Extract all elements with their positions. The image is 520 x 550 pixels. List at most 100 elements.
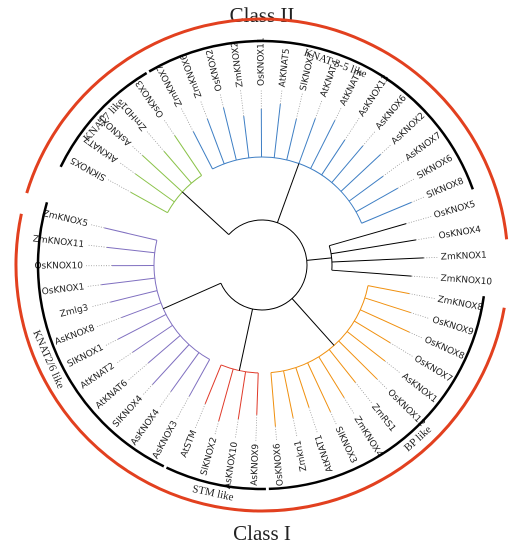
- branch: [204, 364, 222, 405]
- leader: [131, 145, 143, 156]
- leaf-label: ZmKNOX5: [42, 209, 89, 229]
- branch: [367, 285, 410, 295]
- leader: [344, 118, 360, 141]
- branch: [223, 107, 237, 161]
- leaf-label: OsKNOX5: [433, 200, 477, 221]
- branch: [348, 175, 384, 202]
- leader: [176, 395, 190, 420]
- leaf-label: OsKNOX1: [41, 282, 85, 297]
- branch: [283, 370, 294, 418]
- leader: [334, 107, 342, 121]
- leader: [410, 312, 430, 320]
- branch: [295, 367, 310, 408]
- branch: [170, 352, 200, 392]
- branch: [329, 223, 407, 247]
- branch: [331, 145, 364, 183]
- branch: [256, 372, 259, 415]
- leader: [234, 419, 239, 440]
- stem: [291, 298, 335, 346]
- stem: [306, 257, 332, 261]
- leaf-label: SlKNOX8: [425, 176, 465, 201]
- leader: [240, 90, 245, 117]
- class-label: Class II: [230, 3, 295, 27]
- leader: [362, 130, 377, 147]
- leader: [314, 99, 323, 119]
- leaf-label: OsKNOX3: [134, 78, 166, 119]
- branch: [117, 314, 167, 340]
- leader: [380, 144, 391, 155]
- branch: [331, 269, 412, 277]
- leaf-label: AtKNAT6: [94, 378, 130, 411]
- leader: [118, 161, 136, 175]
- branch: [328, 349, 356, 383]
- leader: [330, 411, 337, 425]
- branch: [192, 131, 213, 170]
- branch: [121, 302, 162, 318]
- leaf-label: SlKNOX4: [111, 394, 145, 430]
- leaf-label: ZmKNOX7: [155, 62, 185, 107]
- branch: [361, 201, 412, 224]
- clade-label: BP like: [402, 424, 434, 455]
- branch: [340, 154, 381, 192]
- leaf-label: AsKNOX7: [404, 131, 444, 164]
- leader: [292, 417, 298, 438]
- leader: [158, 391, 172, 409]
- clade-arc: [268, 296, 486, 491]
- leader: [128, 362, 149, 381]
- leader: [115, 351, 133, 364]
- branch: [206, 118, 225, 165]
- leaf-label: AsKNOX9: [250, 443, 261, 485]
- leaf-label: SlKNOX5: [69, 154, 108, 182]
- leaf-label: Zmkn1: [293, 439, 309, 472]
- branch: [354, 320, 391, 344]
- branch: [218, 368, 234, 422]
- leader: [163, 118, 176, 136]
- leader: [194, 403, 206, 429]
- leaf-label: OsKNOX4: [438, 225, 482, 242]
- leader: [90, 224, 105, 229]
- branch: [331, 257, 424, 263]
- leaf-label: AsKNOX8: [54, 323, 97, 347]
- leader: [409, 331, 423, 339]
- stem: [238, 308, 254, 371]
- leader: [423, 256, 438, 259]
- clade-arc: [59, 71, 148, 168]
- leader: [214, 421, 220, 435]
- branch: [142, 155, 183, 193]
- leaf-label: AsKNOX3: [151, 419, 180, 460]
- leaf-label: ZmKNOX8: [437, 295, 484, 314]
- clade-arc: [148, 39, 474, 190]
- leader: [275, 426, 277, 441]
- branch: [106, 246, 155, 254]
- leaf-label: ZmKNOX4: [352, 415, 385, 460]
- branch: [104, 227, 157, 241]
- leader: [397, 177, 416, 189]
- leader: [295, 93, 303, 120]
- branch: [132, 324, 173, 353]
- branch: [130, 191, 168, 214]
- leader: [219, 93, 224, 108]
- leader: [105, 338, 119, 346]
- leaf-label: ZmKNOX6: [179, 52, 205, 99]
- leaf-label: SlKNOX6: [416, 153, 455, 181]
- stem: [182, 191, 230, 235]
- leaf-label: AtKNAT5: [278, 48, 292, 88]
- leaf-label: OsKNOX6: [272, 443, 286, 487]
- leader: [146, 131, 165, 152]
- leaf-label: AtKNAT1: [314, 433, 336, 473]
- leaf-label: OsKNOX11: [257, 37, 267, 86]
- branch: [110, 290, 158, 303]
- leader: [406, 216, 432, 225]
- leader: [279, 90, 283, 105]
- branch: [152, 344, 190, 385]
- leaf-label: AtKNAT2: [79, 361, 117, 391]
- branch: [273, 103, 281, 158]
- branch: [331, 239, 417, 255]
- leader: [376, 378, 388, 390]
- leader: [355, 382, 372, 403]
- class-arc: [14, 213, 506, 513]
- branch: [148, 335, 181, 364]
- leaf-label: AsKNOX10: [223, 441, 240, 490]
- leader: [415, 236, 436, 241]
